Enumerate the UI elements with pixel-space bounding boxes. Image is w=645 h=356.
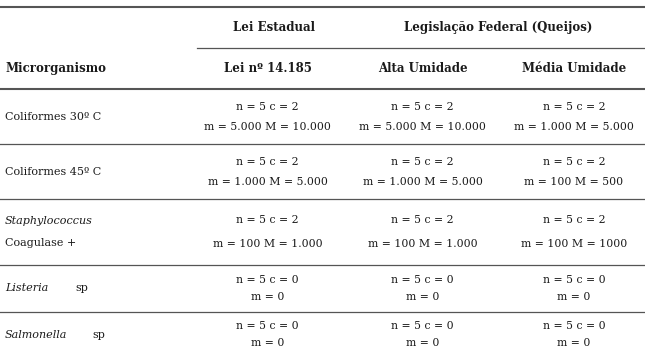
- Text: Lei Estadual: Lei Estadual: [233, 21, 315, 34]
- Text: n = 5 c = 2: n = 5 c = 2: [542, 157, 606, 167]
- Text: m = 0: m = 0: [406, 338, 439, 348]
- Text: n = 5 c = 0: n = 5 c = 0: [542, 275, 606, 285]
- Text: m = 5.000 M = 10.000: m = 5.000 M = 10.000: [204, 121, 331, 131]
- Text: n = 5 c = 2: n = 5 c = 2: [391, 157, 454, 167]
- Text: n = 5 c = 2: n = 5 c = 2: [391, 215, 454, 225]
- Text: n = 5 c = 0: n = 5 c = 0: [391, 275, 454, 285]
- Text: m = 1.000 M = 5.000: m = 1.000 M = 5.000: [514, 121, 634, 131]
- Text: Coliformes 45º C: Coliformes 45º C: [5, 167, 101, 177]
- Text: m = 0: m = 0: [406, 292, 439, 302]
- Text: n = 5 c = 0: n = 5 c = 0: [236, 275, 299, 285]
- Text: Salmonella: Salmonella: [5, 330, 68, 340]
- Text: Média Umidade: Média Umidade: [522, 62, 626, 75]
- Text: Microrganismo: Microrganismo: [5, 62, 106, 75]
- Text: n = 5 c = 2: n = 5 c = 2: [236, 102, 299, 112]
- Text: m = 5.000 M = 10.000: m = 5.000 M = 10.000: [359, 121, 486, 131]
- Text: m = 100 M = 500: m = 100 M = 500: [524, 177, 624, 187]
- Text: sp: sp: [92, 330, 105, 340]
- Text: n = 5 c = 0: n = 5 c = 0: [542, 321, 606, 331]
- Text: Alta Umidade: Alta Umidade: [378, 62, 467, 75]
- Text: Listeria: Listeria: [5, 283, 48, 293]
- Text: Legislação Federal (Queijos): Legislação Federal (Queijos): [404, 21, 593, 34]
- Text: m = 100 M = 1000: m = 100 M = 1000: [521, 239, 627, 249]
- Text: sp: sp: [75, 283, 88, 293]
- Text: n = 5 c = 2: n = 5 c = 2: [542, 102, 606, 112]
- Text: n = 5 c = 2: n = 5 c = 2: [236, 215, 299, 225]
- Text: n = 5 c = 2: n = 5 c = 2: [236, 157, 299, 167]
- Text: m = 1.000 M = 5.000: m = 1.000 M = 5.000: [362, 177, 482, 187]
- Text: Staphylococcus: Staphylococcus: [5, 216, 93, 226]
- Text: m = 100 M = 1.000: m = 100 M = 1.000: [368, 239, 477, 249]
- Text: n = 5 c = 2: n = 5 c = 2: [391, 102, 454, 112]
- Text: Lei nº 14.185: Lei nº 14.185: [224, 62, 312, 75]
- Text: m = 0: m = 0: [557, 338, 591, 348]
- Text: Coagulase +: Coagulase +: [5, 239, 76, 248]
- Text: n = 5 c = 0: n = 5 c = 0: [236, 321, 299, 331]
- Text: m = 0: m = 0: [251, 338, 284, 348]
- Text: m = 0: m = 0: [557, 292, 591, 302]
- Text: m = 1.000 M = 5.000: m = 1.000 M = 5.000: [208, 177, 328, 187]
- Text: n = 5 c = 2: n = 5 c = 2: [542, 215, 606, 225]
- Text: m = 0: m = 0: [251, 292, 284, 302]
- Text: n = 5 c = 0: n = 5 c = 0: [391, 321, 454, 331]
- Text: Coliformes 30º C: Coliformes 30º C: [5, 111, 101, 122]
- Text: m = 100 M = 1.000: m = 100 M = 1.000: [213, 239, 322, 249]
